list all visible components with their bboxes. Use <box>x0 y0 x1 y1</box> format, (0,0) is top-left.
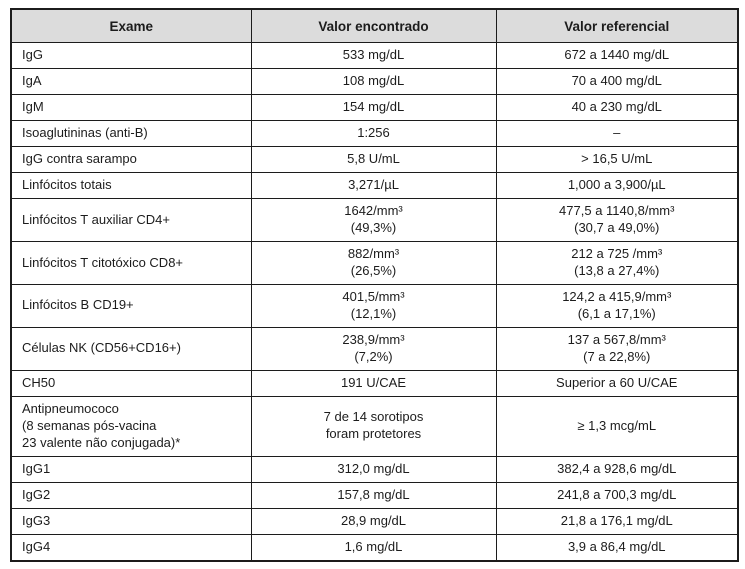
valor-encontrado-cell: 1642/mm³ (49,3%) <box>250 198 497 242</box>
table-row: IgG1 312,0 mg/dL 382,4 a 928,6 mg/dL <box>10 455 739 483</box>
valor-encontrado-cell: 1:256 <box>250 120 497 147</box>
valor-referencial-cell: 241,8 a 700,3 mg/dL <box>495 481 739 509</box>
exame-cell: Isoaglutininas (anti-B) <box>10 120 252 147</box>
valor-referencial-cell: – <box>495 120 739 147</box>
valor-referencial-cell: ≥ 1,3 mcg/mL <box>495 395 739 457</box>
valor-referencial-cell: 124,2 a 415,9/mm³ (6,1 a 17,1%) <box>495 283 739 328</box>
valor-referencial-cell: 21,8 a 176,1 mg/dL <box>495 507 739 535</box>
column-header-valor-encontrado: Valor encontrado <box>250 8 497 43</box>
table-row: Linfócitos T citotóxico CD8+ 882/mm³ (26… <box>10 240 739 285</box>
exame-cell: IgG2 <box>10 481 252 509</box>
valor-encontrado-cell: 28,9 mg/dL <box>250 507 497 535</box>
table-row: IgA 108 mg/dL 70 a 400 mg/dL <box>10 68 739 95</box>
table-row: CH50 191 U/CAE Superior a 60 U/CAE <box>10 369 739 397</box>
valor-encontrado-cell: 7 de 14 sorotipos foram protetores <box>250 395 497 457</box>
exame-cell: Linfócitos B CD19+ <box>10 283 252 328</box>
valor-encontrado-cell: 312,0 mg/dL <box>250 455 497 483</box>
table-row: IgG3 28,9 mg/dL 21,8 a 176,1 mg/dL <box>10 507 739 535</box>
valor-encontrado-cell: 882/mm³ (26,5%) <box>250 240 497 285</box>
valor-referencial-cell: 672 a 1440 mg/dL <box>495 42 739 69</box>
valor-encontrado-cell: 238,9/mm³ (7,2%) <box>250 326 497 371</box>
valor-referencial-cell: 3,9 a 86,4 mg/dL <box>495 533 739 562</box>
table-row: Linfócitos B CD19+ 401,5/mm³ (12,1%) 124… <box>10 283 739 328</box>
valor-referencial-cell: 40 a 230 mg/dL <box>495 94 739 121</box>
table-row: Linfócitos totais 3,271/µL 1,000 a 3,900… <box>10 172 739 199</box>
table-row: IgG 533 mg/dL 672 a 1440 mg/dL <box>10 42 739 69</box>
valor-referencial-cell: 212 a 725 /mm³ (13,8 a 27,4%) <box>495 240 739 285</box>
table-row: IgM 154 mg/dL 40 a 230 mg/dL <box>10 94 739 121</box>
exame-cell: IgG4 <box>10 533 252 562</box>
exame-cell: IgG <box>10 42 252 69</box>
valor-encontrado-cell: 157,8 mg/dL <box>250 481 497 509</box>
valor-referencial-cell: > 16,5 U/mL <box>495 146 739 173</box>
valor-encontrado-cell: 1,6 mg/dL <box>250 533 497 562</box>
exame-cell: IgA <box>10 68 252 95</box>
table-row: Isoaglutininas (anti-B) 1:256 – <box>10 120 739 147</box>
exame-cell: Antipneumococo (8 semanas pós-vacina 23 … <box>10 395 252 457</box>
exame-cell: CH50 <box>10 369 252 397</box>
exame-cell: Linfócitos T auxiliar CD4+ <box>10 198 252 242</box>
exame-cell: IgM <box>10 94 252 121</box>
valor-referencial-cell: 70 a 400 mg/dL <box>495 68 739 95</box>
valor-encontrado-cell: 154 mg/dL <box>250 94 497 121</box>
table-row: IgG contra sarampo 5,8 U/mL > 16,5 U/mL <box>10 146 739 173</box>
exame-cell: Linfócitos T citotóxico CD8+ <box>10 240 252 285</box>
valor-encontrado-cell: 401,5/mm³ (12,1%) <box>250 283 497 328</box>
column-header-valor-referencial: Valor referencial <box>495 8 739 43</box>
exame-cell: IgG3 <box>10 507 252 535</box>
valor-referencial-cell: 137 a 567,8/mm³ (7 a 22,8%) <box>495 326 739 371</box>
table-row: Linfócitos T auxiliar CD4+ 1642/mm³ (49,… <box>10 198 739 242</box>
table-row: Antipneumococo (8 semanas pós-vacina 23 … <box>10 395 739 457</box>
exame-cell: Linfócitos totais <box>10 172 252 199</box>
valor-referencial-cell: 1,000 a 3,900/µL <box>495 172 739 199</box>
table-row: Células NK (CD56+CD16+) 238,9/mm³ (7,2%)… <box>10 326 739 371</box>
valor-encontrado-cell: 191 U/CAE <box>250 369 497 397</box>
valor-referencial-cell: 477,5 a 1140,8/mm³ (30,7 a 49,0%) <box>495 198 739 242</box>
table-header-row: Exame Valor encontrado Valor referencial <box>10 8 739 43</box>
valor-referencial-cell: 382,4 a 928,6 mg/dL <box>495 455 739 483</box>
lab-results-table: Exame Valor encontrado Valor referencial… <box>10 8 739 562</box>
exame-cell: IgG contra sarampo <box>10 146 252 173</box>
valor-encontrado-cell: 108 mg/dL <box>250 68 497 95</box>
column-header-exame: Exame <box>10 8 252 43</box>
valor-encontrado-cell: 3,271/µL <box>250 172 497 199</box>
exame-cell: IgG1 <box>10 455 252 483</box>
table-row: IgG4 1,6 mg/dL 3,9 a 86,4 mg/dL <box>10 533 739 562</box>
valor-encontrado-cell: 5,8 U/mL <box>250 146 497 173</box>
table-body: IgG 533 mg/dL 672 a 1440 mg/dL IgA 108 m… <box>10 42 739 562</box>
valor-encontrado-cell: 533 mg/dL <box>250 42 497 69</box>
valor-referencial-cell: Superior a 60 U/CAE <box>495 369 739 397</box>
table-row: IgG2 157,8 mg/dL 241,8 a 700,3 mg/dL <box>10 481 739 509</box>
exame-cell: Células NK (CD56+CD16+) <box>10 326 252 371</box>
